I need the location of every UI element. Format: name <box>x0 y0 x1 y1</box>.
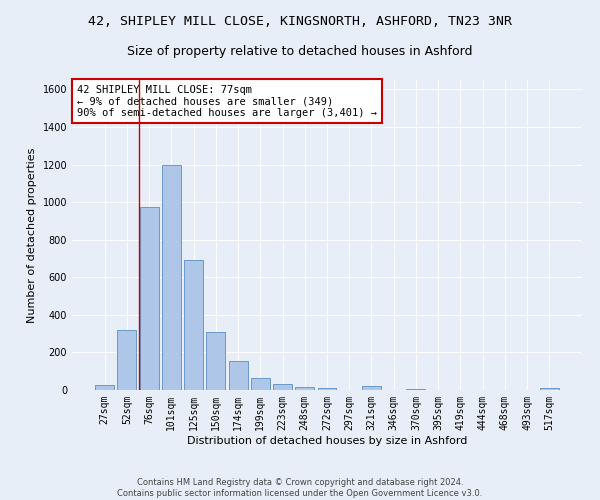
Bar <box>206 332 225 390</box>
X-axis label: Distribution of detached houses by size in Ashford: Distribution of detached houses by size … <box>187 436 467 446</box>
Bar <box>184 260 203 390</box>
Text: Contains HM Land Registry data © Crown copyright and database right 2024.
Contai: Contains HM Land Registry data © Crown c… <box>118 478 482 498</box>
Bar <box>140 207 158 390</box>
Bar <box>317 388 337 390</box>
Text: 42 SHIPLEY MILL CLOSE: 77sqm
← 9% of detached houses are smaller (349)
90% of se: 42 SHIPLEY MILL CLOSE: 77sqm ← 9% of det… <box>77 84 377 118</box>
Bar <box>273 384 292 390</box>
Bar <box>295 387 314 390</box>
Bar <box>362 386 381 390</box>
Bar <box>162 164 181 390</box>
Text: 42, SHIPLEY MILL CLOSE, KINGSNORTH, ASHFORD, TN23 3NR: 42, SHIPLEY MILL CLOSE, KINGSNORTH, ASHF… <box>88 15 512 28</box>
Bar <box>540 388 559 390</box>
Bar <box>95 386 114 390</box>
Bar <box>406 389 425 390</box>
Bar <box>118 330 136 390</box>
Bar <box>251 378 270 390</box>
Text: Size of property relative to detached houses in Ashford: Size of property relative to detached ho… <box>127 45 473 58</box>
Bar <box>229 361 248 390</box>
Y-axis label: Number of detached properties: Number of detached properties <box>27 148 37 322</box>
